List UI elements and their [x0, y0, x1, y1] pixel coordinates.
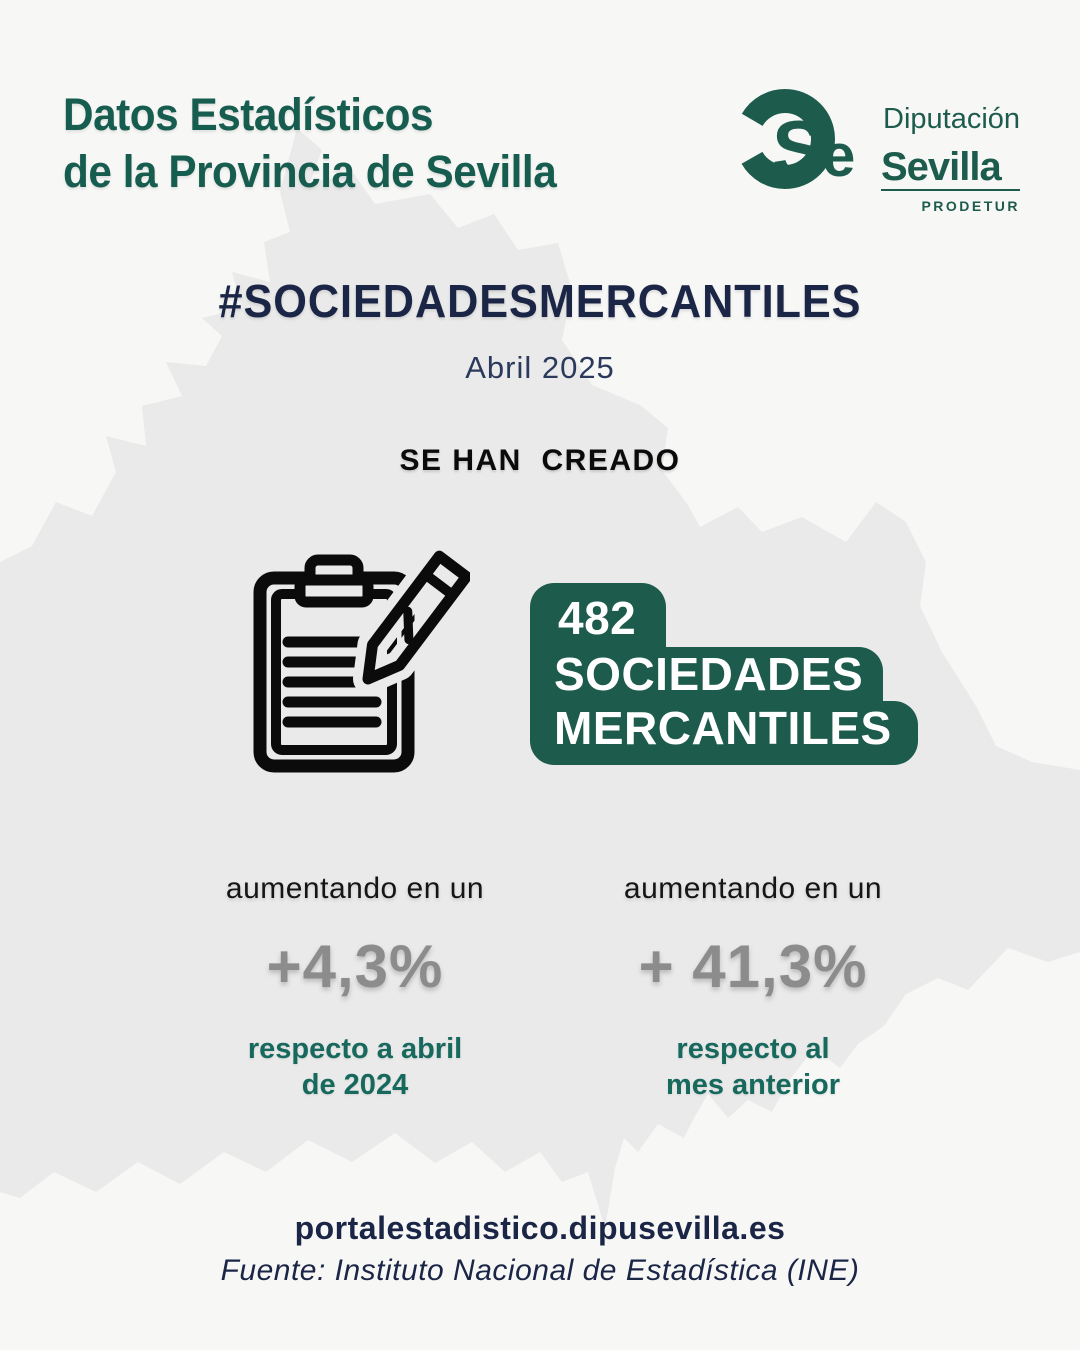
pencil [353, 546, 470, 694]
highlight-label-line1: SOCIEDADES [530, 647, 884, 701]
lead-text: SE HAN CREADO [399, 444, 681, 477]
logo-arc [735, 89, 835, 189]
campaign-hashtag: #SOCIEDADESMERCANTILES [218, 275, 862, 327]
page-title: Datos Estadísticos de la Provincia de Se… [63, 86, 557, 200]
highlight-value: 482 [530, 583, 667, 647]
footer: portalestadistico.dipusevilla.es Fuente:… [0, 1210, 1080, 1288]
portal-url: portalestadistico.dipusevilla.es [294, 1210, 786, 1246]
logo-sub-label: PRODETUR [921, 198, 1020, 214]
logo-org-bold: Sevilla [881, 145, 1003, 189]
stat-vs-previous-year: aumentando en un +4,3% respecto a abril … [160, 872, 550, 1104]
stat-intro: aumentando en un [623, 872, 883, 905]
stat-note-line2: de 2024 [301, 1069, 409, 1102]
logo-org-light: Diputación [883, 103, 1020, 135]
dse-logo-mark: S e Diputación Sevilla PRODETUR [735, 89, 1020, 214]
data-source: Fuente: Instituto Nacional de Estadístic… [220, 1254, 860, 1287]
highlight-label-line2: MERCANTILES [530, 701, 918, 765]
stat-intro: aumentando en un [225, 872, 485, 905]
logo-letter-s: S [772, 104, 825, 193]
page-title-line2: de la Provincia de Sevilla [63, 146, 557, 197]
logo-letter-e: e [822, 122, 855, 189]
period-label: Abril 2025 [465, 350, 615, 385]
clipboard-pencil-icon [253, 546, 470, 773]
page-title-line1: Datos Estadísticos [63, 89, 434, 140]
stat-value: + 41,3% [638, 933, 868, 1000]
stat-note-line2: mes anterior [665, 1069, 841, 1102]
stat-note: respecto al mes anterior [558, 1031, 948, 1104]
clipboard-text-lines [282, 636, 382, 728]
stat-note-line1: respecto a abril [247, 1033, 463, 1065]
highlight-badge: 482 SOCIEDADES MERCANTILES [530, 583, 918, 765]
clipboard-clip-base [294, 574, 374, 608]
stat-note-line1: respecto al [676, 1033, 830, 1065]
stat-vs-previous-month: aumentando en un + 41,3% respecto al mes… [558, 872, 948, 1104]
stat-value: +4,3% [266, 933, 444, 1000]
stat-note: respecto a abril de 2024 [160, 1031, 550, 1104]
diputacion-sevilla-logo: S e Diputación Sevilla PRODETUR [735, 78, 1040, 223]
